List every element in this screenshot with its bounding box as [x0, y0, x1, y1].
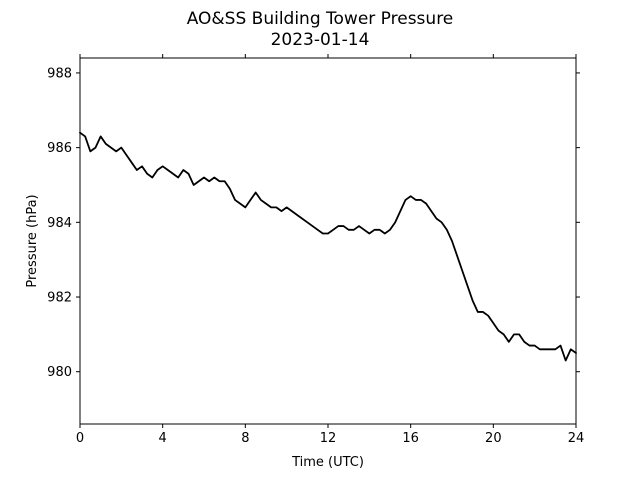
- x-tick-label: 0: [76, 431, 84, 446]
- x-tick-label: 12: [320, 431, 337, 446]
- y-tick-label: 980: [47, 365, 72, 380]
- x-tick-label: 24: [568, 431, 585, 446]
- plot-frame: [79, 57, 577, 425]
- x-tick-label: 16: [402, 431, 419, 446]
- plot-area: [80, 58, 576, 424]
- x-tick-label: 20: [485, 431, 502, 446]
- y-tick-label: 986: [47, 141, 72, 156]
- chart-subtitle: 2023-01-14: [271, 30, 370, 50]
- y-tick-label: 982: [47, 291, 72, 306]
- chart-title: AO&SS Building Tower Pressure: [187, 9, 454, 29]
- y-axis-label: Pressure (hPa): [25, 194, 40, 287]
- x-tick-label: 8: [241, 431, 249, 446]
- y-tick-label: 988: [47, 66, 72, 81]
- pressure-series-line: [79, 131, 577, 362]
- ticks-layer: 0 4 8 12 16 20 24 980 982 984 986 988: [47, 54, 584, 446]
- y-tick-label: 984: [47, 216, 72, 231]
- x-tick-label: 4: [159, 431, 167, 446]
- x-axis-label: Time (UTC): [291, 455, 364, 470]
